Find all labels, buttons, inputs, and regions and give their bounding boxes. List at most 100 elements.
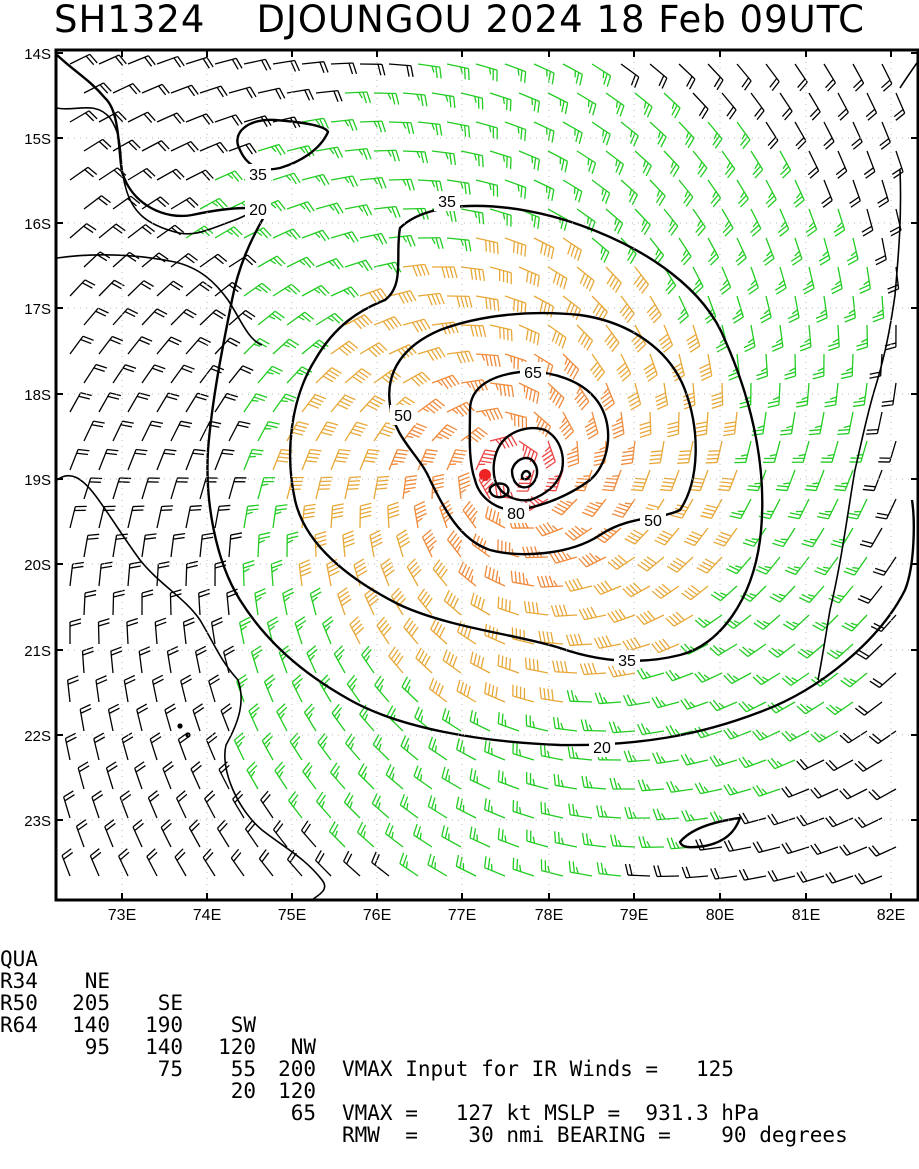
- wind-barb-staff: [200, 254, 218, 267]
- wind-barb-staff: [161, 827, 171, 847]
- wind-barb-feather: [615, 218, 617, 224]
- wind-barb-feather: [727, 162, 730, 168]
- wind-barb-staff: [526, 612, 548, 615]
- wind-barb-feather: [526, 329, 528, 340]
- wind-barb-feather: [582, 776, 584, 787]
- wind-barb: [654, 865, 679, 876]
- wind-barb-staff: [157, 57, 178, 64]
- wind-barb-feather: [485, 566, 487, 577]
- wind-barb-feather: [581, 719, 584, 730]
- wind-barb-feather: [646, 728, 650, 733]
- wind-barb: [70, 280, 95, 296]
- wind-barb-feather: [406, 861, 407, 868]
- wind-barb-feather: [465, 352, 469, 363]
- wind-barb: [873, 557, 896, 575]
- wind-barb-feather: [566, 501, 572, 503]
- wind-barb-feather: [81, 339, 92, 343]
- wind-barb: [458, 473, 470, 499]
- wind-barb-feather: [876, 260, 886, 265]
- wind-barb-feather: [567, 455, 578, 459]
- wind-barb: [739, 813, 766, 824]
- wind-barb-feather: [440, 293, 444, 304]
- wind-barb: [261, 791, 273, 818]
- wind-barb: [760, 296, 771, 323]
- wind-barb-feather: [658, 865, 661, 876]
- wind-barb-staff: [751, 93, 764, 111]
- wind-barb-feather: [860, 596, 870, 600]
- wind-barb-staff: [461, 209, 483, 213]
- wind-barb-feather: [297, 373, 303, 375]
- r64-row: R64 95 75 20 65 RMW = 30 nmi BEARING = 9…: [0, 992, 51, 1014]
- wind-barb: [70, 111, 97, 122]
- wind-barb: [70, 562, 84, 586]
- wind-barb: [331, 504, 344, 528]
- wind-barb-feather: [564, 278, 567, 289]
- wind-barb-feather: [611, 835, 613, 846]
- wind-barb-feather: [388, 93, 391, 99]
- wind-barb-feather: [482, 354, 485, 360]
- wind-barb: [360, 396, 385, 412]
- wind-barb-feather: [494, 299, 495, 310]
- wind-barb: [191, 762, 201, 789]
- lon-label: 77E: [448, 907, 476, 922]
- wind-barb-feather: [345, 177, 349, 182]
- wind-barb: [700, 499, 722, 518]
- lat-label: 18S: [24, 387, 51, 404]
- wind-barb-feather: [625, 864, 628, 875]
- wind-barb-feather: [518, 358, 519, 369]
- wind-barb: [255, 589, 266, 615]
- wind-barb-feather: [428, 295, 432, 306]
- wind-barb: [711, 586, 737, 601]
- wind-barb-feather: [414, 427, 425, 431]
- wind-barb-staff: [555, 843, 577, 847]
- wind-barb-staff: [882, 122, 890, 142]
- wind-barb: [534, 238, 554, 259]
- wind-barb-staff: [84, 308, 98, 325]
- wind-barb: [414, 824, 432, 847]
- wind-barb: [332, 704, 345, 731]
- wind-barb-staff: [70, 336, 83, 354]
- wind-barb-feather: [657, 405, 667, 410]
- wind-barb: [490, 383, 513, 397]
- contour-label: 50: [394, 408, 412, 425]
- wind-barb-feather: [407, 65, 409, 76]
- wind-barb: [718, 470, 737, 491]
- wind-barb: [142, 590, 153, 615]
- wind-barb: [693, 267, 703, 294]
- wind-barb-feather: [530, 331, 532, 342]
- wind-barb-feather: [272, 366, 282, 371]
- wind-barb: [389, 179, 414, 190]
- wind-barb: [229, 533, 242, 557]
- wind-barb: [128, 169, 155, 180]
- wind-barb: [106, 762, 117, 789]
- wind-barb-feather: [511, 330, 512, 341]
- wind-barb: [652, 639, 679, 653]
- wind-barb-feather: [407, 436, 414, 437]
- wind-barb-feather: [644, 160, 646, 166]
- wind-barb: [68, 676, 79, 702]
- wind-barb-feather: [724, 841, 729, 851]
- wind-barb: [389, 64, 413, 77]
- wind-barb-feather: [621, 459, 632, 461]
- wind-barb-feather: [231, 533, 242, 535]
- wind-barb: [667, 557, 693, 572]
- wind-barb: [486, 506, 505, 528]
- wind-barb-feather: [523, 547, 526, 558]
- wind-barb-staff: [403, 93, 425, 95]
- wind-barb-feather: [243, 366, 253, 371]
- lat-label: 20S: [24, 557, 51, 574]
- wind-barb: [416, 648, 432, 673]
- wind-barb-feather: [604, 74, 607, 85]
- wind-barb-feather: [121, 425, 132, 427]
- wind-barb-feather: [503, 97, 504, 104]
- wind-barb-staff: [555, 785, 577, 789]
- wind-barb-feather: [518, 301, 519, 312]
- wind-barb-feather: [614, 778, 617, 789]
- wind-barb-staff: [99, 564, 101, 586]
- wind-barb-staff: [372, 862, 389, 876]
- wind-barb-feather: [492, 864, 493, 871]
- wind-barb-feather: [359, 206, 363, 211]
- wind-barb-feather: [576, 752, 578, 758]
- wind-barb: [728, 354, 739, 380]
- wind-barb-feather: [692, 482, 703, 483]
